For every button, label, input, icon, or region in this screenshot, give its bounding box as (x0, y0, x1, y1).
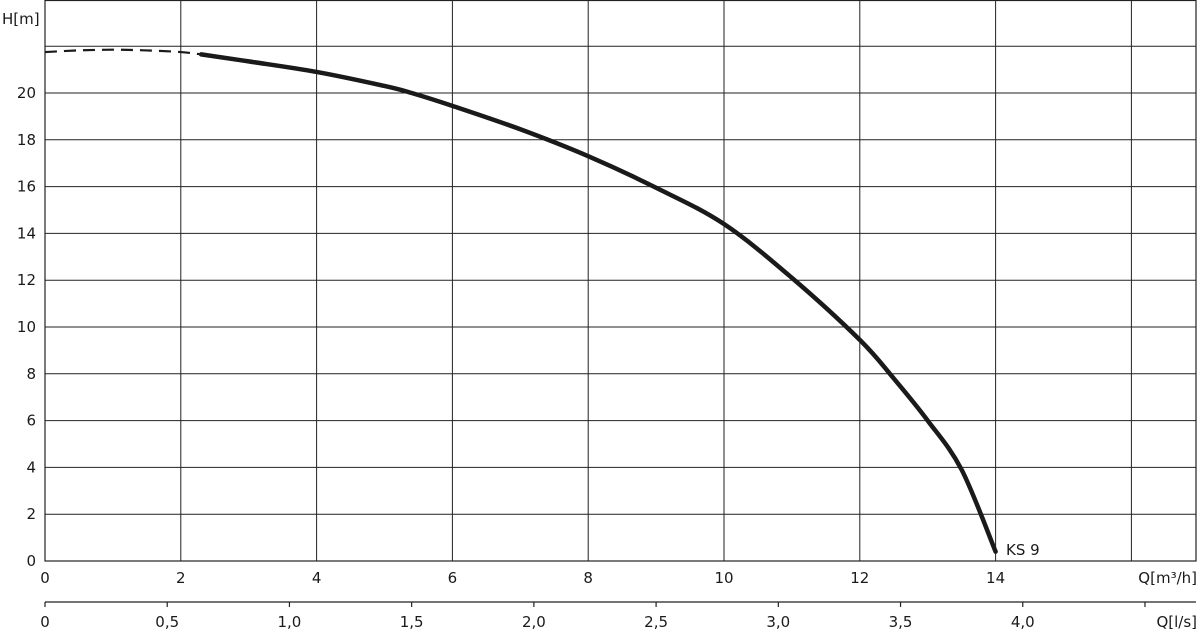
y-tick-label: 14 (17, 224, 36, 242)
y-tick-label: 0 (26, 552, 36, 570)
x-tick-label: 2 (176, 569, 186, 587)
series-ks9 (44, 48, 998, 554)
series-label-ks9: KS 9 (1006, 541, 1040, 559)
y-tick-label: 6 (26, 412, 36, 430)
series-ks9-line (198, 52, 998, 554)
x-tick-label: 12 (850, 569, 869, 587)
x-axis-secondary-label: Q[l/s] (1156, 613, 1197, 631)
secondary-x-tick-label: 2,0 (522, 613, 546, 631)
x-tick-label: 8 (583, 569, 593, 587)
x-tick-label: 4 (312, 569, 322, 587)
y-tick-label: 2 (26, 505, 36, 523)
plot-frame (44, 0, 1197, 562)
secondary-x-tick-label: 3,0 (766, 613, 790, 631)
y-tick-label: 16 (17, 178, 36, 196)
y-tick-label: 18 (17, 131, 36, 149)
x-axis-label: Q[m³/h] (1138, 569, 1197, 587)
x-tick-label: 6 (448, 569, 458, 587)
series-ks9-dashed-segment (44, 48, 202, 56)
y-tick-label: 20 (17, 84, 36, 102)
secondary-x-tick-label: 1,0 (278, 613, 302, 631)
y-tick-label: 4 (26, 458, 36, 476)
x-tick-label: 10 (714, 569, 733, 587)
y-tick-label: 10 (17, 318, 36, 336)
x-tick-label: 14 (986, 569, 1005, 587)
tick-labels: 0 2 4 6 8 10 12 14 0 2 4 6 8 10 12 14 16 18 20 0 0,5 1,0 1,5 2,… (17, 84, 1035, 631)
secondary-x-tick-label: 0,5 (155, 613, 179, 631)
y-axis-label: H[m] (2, 10, 40, 28)
secondary-x-tick-label: 3,5 (889, 613, 913, 631)
secondary-x-tick-label: 1,5 (400, 613, 424, 631)
y-tick-label: 8 (26, 365, 36, 383)
secondary-x-tick-label: 0 (40, 613, 50, 631)
secondary-x-tick-label: 2,5 (644, 613, 668, 631)
y-tick-label: 12 (17, 271, 36, 289)
x-tick-label: 0 (40, 569, 50, 587)
secondary-x-tick-label: 4,0 (1011, 613, 1035, 631)
grid (44, 0, 1197, 607)
